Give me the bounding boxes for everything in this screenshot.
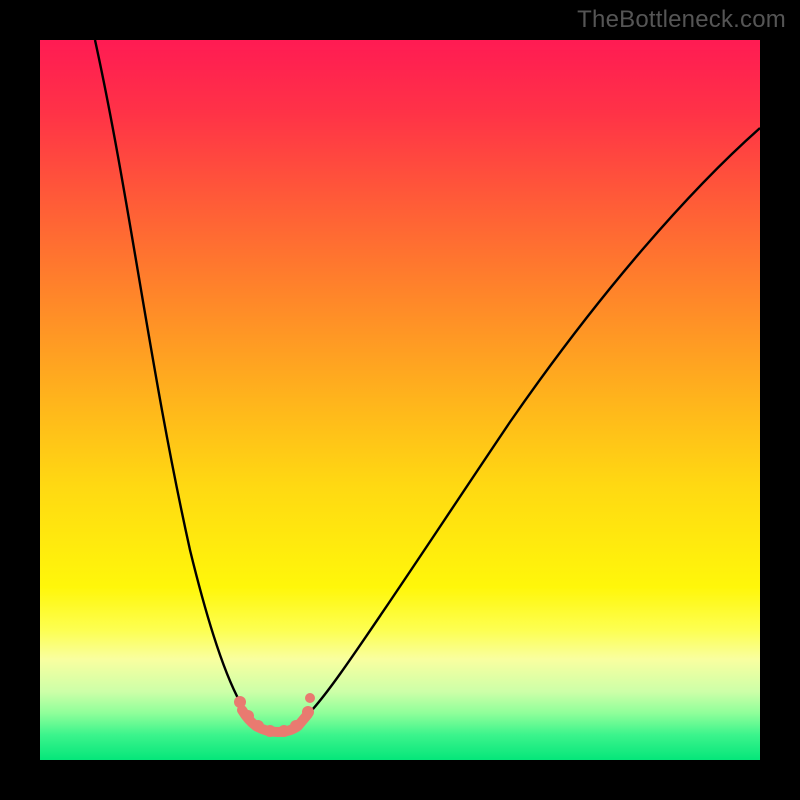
plot-area: [40, 40, 760, 760]
marker-point: [305, 693, 315, 703]
marker-group: [234, 693, 315, 737]
marker-point: [264, 725, 276, 737]
curve-layer: [40, 40, 760, 760]
marker-point: [242, 710, 254, 722]
marker-point: [252, 720, 264, 732]
series-bottleneck-curve-right: [298, 128, 760, 724]
series-bottleneck-curve-left: [95, 40, 258, 724]
marker-point: [234, 696, 246, 708]
series-group: [95, 40, 760, 732]
marker-point: [290, 720, 302, 732]
marker-point: [278, 725, 290, 737]
marker-point: [302, 706, 314, 718]
watermark-text: TheBottleneck.com: [577, 6, 786, 34]
chart-frame: TheBottleneck.com: [0, 0, 800, 800]
